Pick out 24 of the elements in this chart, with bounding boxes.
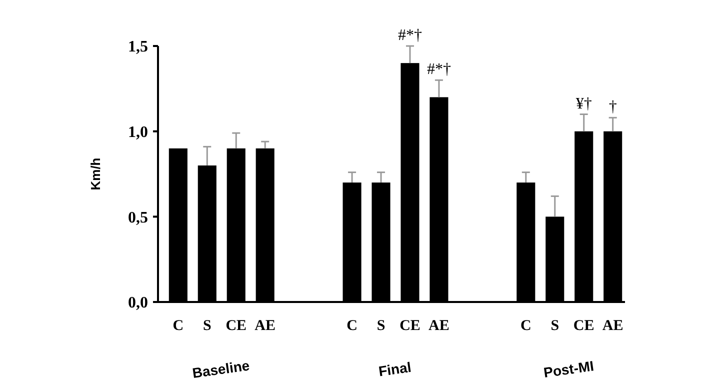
data-label: #*† [426, 61, 451, 78]
x-tick-label: CE [400, 318, 420, 334]
x-tick-label: CE [226, 318, 247, 334]
x-tick-label: S [550, 318, 560, 334]
x-tick-label: C [520, 318, 532, 334]
x-tick-label: C [346, 318, 358, 334]
x-tick-label: AE [602, 318, 624, 334]
text: Post-MI [542, 358, 595, 380]
text: Final [378, 358, 412, 380]
y-tick-label: 0,0 [128, 294, 148, 312]
x-tick-label: AE [254, 318, 276, 334]
x-tick-label: CE [573, 318, 594, 334]
x-tick-label: S [202, 318, 212, 334]
y-tick-label: 1,5 [128, 38, 148, 56]
data-label: #*† [398, 27, 422, 44]
x-tick-label: AE [428, 318, 450, 334]
x-tick-label: C [172, 318, 184, 334]
y-tick-label: 1,0 [128, 124, 148, 141]
text: Baseline [191, 357, 251, 381]
x-tick-label: S [376, 318, 386, 334]
y-tick-label: 0,5 [128, 209, 148, 226]
data-label: ¥† [576, 95, 592, 112]
y-axis-title: Km/h [88, 158, 103, 190]
data-label: † [608, 98, 617, 116]
